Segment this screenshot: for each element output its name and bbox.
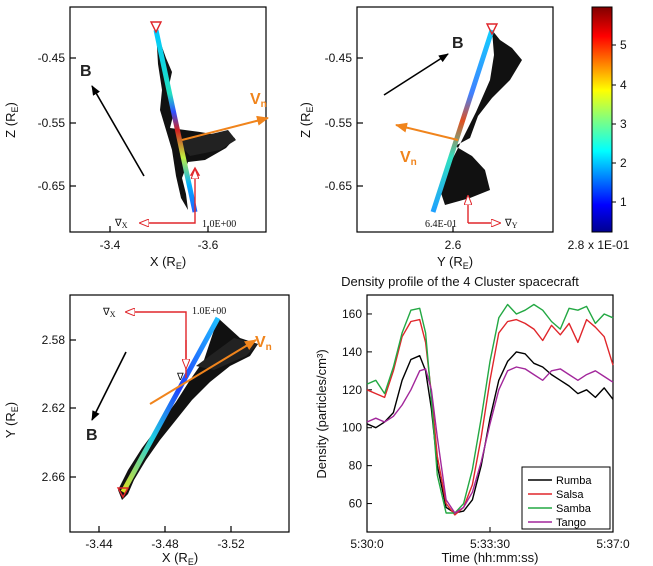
series-line-tango	[366, 366, 614, 514]
xz-spacecraft-track	[153, 29, 198, 213]
xz-b-label: B	[80, 63, 92, 80]
xz-vn-arrow	[181, 115, 269, 141]
panel-xy-frame	[69, 294, 290, 533]
xy-spacecraft-track	[120, 316, 221, 494]
density-chart: Density profile of the 4 Cluster spacecr…	[314, 274, 630, 565]
density-xlabel: Time (hh:mm:ss)	[441, 550, 538, 565]
xz-start-marker	[149, 21, 163, 34]
density-ytick-label: 60	[349, 497, 363, 511]
density-chart-title: Density profile of the 4 Cluster spacecr…	[341, 274, 579, 289]
yz-scale-value: 6.4E-01	[425, 219, 457, 230]
panel-xz: -3.4 -3.6 -0.45 -0.55 -0.65 X (RE) Z (RE…	[3, 6, 269, 271]
xy-grad-label: ∇X	[102, 307, 116, 319]
yz-xtick-2: 2.8	[568, 238, 585, 252]
xy-scale-value: 1.0E+00	[192, 306, 226, 317]
colorbar-tick-3: 3	[620, 117, 627, 131]
xz-flow-fan	[178, 130, 236, 156]
yz-ytick-1: -0.45	[325, 51, 353, 65]
colorbar-tick-4: 4	[620, 78, 627, 92]
colorbar-tick-1: 1	[620, 195, 627, 209]
xy-xtick-2: -3.48	[151, 537, 179, 551]
colorbar-gradient	[591, 6, 613, 233]
series-line-salsa	[366, 318, 614, 516]
xz-ytick-2: -0.55	[38, 116, 66, 130]
density-ytick-label: 140	[342, 345, 362, 359]
density-ytick-label: 160	[342, 307, 362, 321]
density-lines	[366, 303, 614, 516]
colorbar-multiplier: x 1E-01	[588, 238, 630, 252]
xy-grad2-label: ∇	[176, 372, 184, 383]
yz-ylabel: Z (RE)	[298, 102, 315, 138]
yz-b-arrow	[383, 53, 449, 96]
density-ytick-label: 80	[349, 459, 363, 473]
yz-grad-label: ∇Y	[504, 218, 518, 230]
xy-xlabel: X (RE)	[162, 550, 198, 566]
density-xtick-label: 5:30:0	[350, 537, 384, 551]
legend-label-tango: Tango	[556, 517, 586, 529]
panel-yz: 2.6 2.8 -0.45 -0.55 -0.65 Y (RE) Z (RE) …	[298, 6, 585, 271]
yz-flow-traces	[440, 30, 522, 205]
xz-ylabel: Z (RE)	[3, 102, 20, 138]
xz-vn-label: Vn	[250, 91, 267, 110]
xy-b-arrow	[91, 351, 127, 421]
xz-xtick-1: -3.4	[100, 238, 121, 252]
xy-xtick-1: -3.44	[85, 537, 113, 551]
series-line-samba	[366, 303, 614, 514]
xz-xlabel: X (RE)	[150, 254, 186, 271]
density-ytick-label: 100	[342, 421, 362, 435]
xy-vn-label: Vn	[255, 334, 272, 353]
xz-grad-label: ∇X	[114, 218, 128, 230]
legend-label-rumba: Rumba	[556, 475, 592, 487]
colorbar-tick-2: 2	[620, 156, 627, 170]
xy-end-marker	[116, 487, 130, 499]
yz-xtick-1: 2.6	[445, 238, 462, 252]
colorbar-tick-5: 5	[620, 38, 627, 52]
xz-scale-value: 1.0E+00	[202, 219, 236, 230]
yz-start-marker	[485, 23, 499, 36]
legend-entries: Rumba Salsa Samba Tango	[528, 475, 592, 529]
xy-b-label: B	[86, 427, 98, 444]
density-xtick-label: 5:37:0	[596, 537, 630, 551]
xz-ytick-1: -0.45	[38, 51, 66, 65]
legend-box	[521, 466, 611, 530]
xy-xtick-3: -3.52	[217, 537, 245, 551]
xy-ylabel: Y (RE)	[3, 402, 20, 438]
yz-spacecraft-track	[430, 29, 495, 213]
xz-xtick-2: -3.6	[198, 238, 219, 252]
xy-ytick-3: 2.66	[42, 470, 66, 484]
panel-yz-frame	[356, 6, 554, 233]
density-legend: Rumba Salsa Samba Tango	[521, 466, 611, 530]
yz-ytick-3: -0.65	[325, 179, 353, 193]
density-ytick-label: 120	[342, 383, 362, 397]
density-xtick-label: 5:33:30	[470, 537, 510, 551]
xz-b-arrow	[91, 85, 145, 177]
density-ylabel: Density (particles/cm³)	[314, 349, 329, 478]
xz-flow-traces	[156, 30, 235, 210]
legend-label-salsa: Salsa	[556, 489, 584, 501]
panel-xy: -3.44 -3.48 -3.52 2.58 2.62 2.66 X (RE) …	[3, 294, 290, 566]
xy-flow-fan	[196, 338, 258, 370]
colorbar: 1 2 3 4 5 x 1E-01	[588, 6, 630, 252]
yz-b-label: B	[452, 35, 464, 52]
xy-ytick-1: 2.58	[42, 333, 66, 347]
yz-ytick-2: -0.55	[325, 116, 353, 130]
xz-ytick-3: -0.65	[38, 179, 66, 193]
yz-vn-label: Vn	[400, 149, 417, 168]
xy-vn-arrow	[149, 339, 257, 405]
xy-ytick-2: 2.62	[42, 401, 66, 415]
xy-grad-x-arrow	[126, 312, 187, 378]
yz-xlabel: Y (RE)	[437, 254, 473, 271]
yz-vn-arrow	[395, 122, 459, 141]
density-ticks: 60 80 100 120 140 160 5:30:0 5:33:30 5:37:0	[342, 307, 630, 551]
legend-label-samba: Samba	[556, 503, 592, 515]
xz-grad-x-arrow	[140, 210, 196, 223]
